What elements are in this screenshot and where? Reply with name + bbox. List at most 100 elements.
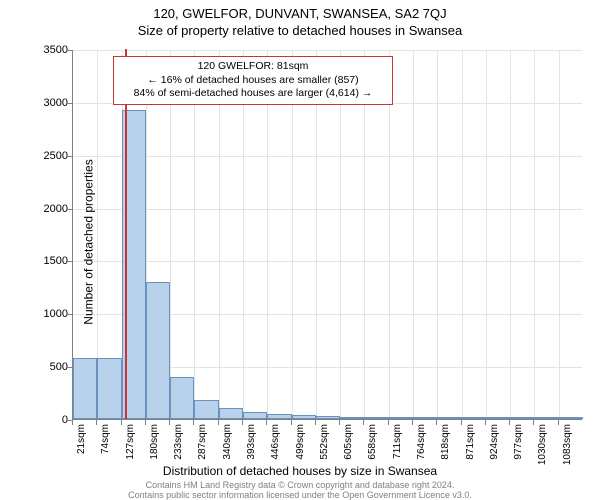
x-tick-mark xyxy=(266,420,267,425)
gridline-vertical xyxy=(170,50,171,419)
histogram-bar xyxy=(170,377,194,419)
y-tick-label: 0 xyxy=(8,414,68,426)
x-tick-label: 340sqm xyxy=(222,424,233,468)
chart-plot-area: 120 GWELFOR: 81sqm← 16% of detached hous… xyxy=(72,50,582,420)
gridline-vertical xyxy=(316,50,317,419)
gridline-horizontal xyxy=(73,261,582,262)
x-tick-mark xyxy=(412,420,413,425)
y-tick-label: 3500 xyxy=(8,44,68,56)
page-subtitle: Size of property relative to detached ho… xyxy=(0,21,600,42)
x-tick-mark xyxy=(461,420,462,425)
gridline-horizontal xyxy=(73,50,582,51)
x-tick-label: 499sqm xyxy=(295,424,306,468)
annotation-line-2: ← 16% of detached houses are smaller (85… xyxy=(120,74,386,88)
x-tick-mark xyxy=(72,420,73,425)
annotation-line-1: 120 GWELFOR: 81sqm xyxy=(120,60,386,74)
histogram-bar xyxy=(462,417,486,419)
gridline-vertical xyxy=(559,50,560,419)
gridline-vertical xyxy=(194,50,195,419)
x-tick-mark xyxy=(558,420,559,425)
x-tick-label: 711sqm xyxy=(392,424,403,468)
y-tick-label: 2500 xyxy=(8,150,68,162)
histogram-bar xyxy=(364,417,388,419)
histogram-bar xyxy=(389,417,413,419)
footer-line-1: Contains HM Land Registry data © Crown c… xyxy=(0,480,600,490)
x-tick-label: 74sqm xyxy=(100,424,111,468)
histogram-bar xyxy=(292,415,316,419)
y-tick-label: 500 xyxy=(8,361,68,373)
histogram-bar xyxy=(73,358,97,419)
annotation-line-3: 84% of semi-detached houses are larger (… xyxy=(120,87,386,101)
histogram-bar xyxy=(413,417,437,419)
gridline-vertical xyxy=(510,50,511,419)
gridline-vertical xyxy=(534,50,535,419)
x-tick-label: 21sqm xyxy=(76,424,87,468)
x-tick-label: 977sqm xyxy=(513,424,524,468)
annotation-box: 120 GWELFOR: 81sqm← 16% of detached hous… xyxy=(113,56,393,105)
histogram-bar xyxy=(316,416,340,419)
x-tick-label: 1030sqm xyxy=(537,424,548,468)
gridline-vertical xyxy=(340,50,341,419)
x-tick-mark xyxy=(242,420,243,425)
histogram-bar xyxy=(146,282,170,419)
histogram-bar xyxy=(510,417,534,419)
x-tick-label: 393sqm xyxy=(246,424,257,468)
y-tick-mark xyxy=(67,314,72,315)
gridline-vertical xyxy=(364,50,365,419)
y-tick-mark xyxy=(67,156,72,157)
x-tick-label: 658sqm xyxy=(367,424,378,468)
gridline-vertical xyxy=(292,50,293,419)
histogram-bar xyxy=(486,417,510,419)
x-tick-mark xyxy=(291,420,292,425)
x-tick-label: 127sqm xyxy=(125,424,136,468)
gridline-vertical xyxy=(389,50,390,419)
x-tick-mark xyxy=(436,420,437,425)
x-tick-label: 233sqm xyxy=(173,424,184,468)
y-tick-label: 1500 xyxy=(8,255,68,267)
histogram-bar xyxy=(97,358,121,419)
histogram-bar xyxy=(243,412,267,419)
x-tick-label: 818sqm xyxy=(440,424,451,468)
x-tick-label: 871sqm xyxy=(465,424,476,468)
y-tick-mark xyxy=(67,50,72,51)
y-tick-label: 2000 xyxy=(8,203,68,215)
y-axis-label: Number of detached properties xyxy=(82,159,96,324)
gridline-vertical xyxy=(219,50,220,419)
x-tick-mark xyxy=(218,420,219,425)
x-tick-mark xyxy=(485,420,486,425)
histogram-bar xyxy=(534,417,558,419)
gridline-vertical xyxy=(486,50,487,419)
y-tick-mark xyxy=(67,103,72,104)
gridline-vertical xyxy=(243,50,244,419)
y-tick-label: 3000 xyxy=(8,97,68,109)
x-tick-mark xyxy=(388,420,389,425)
x-tick-mark xyxy=(145,420,146,425)
x-tick-label: 552sqm xyxy=(319,424,330,468)
histogram-bar xyxy=(437,417,461,419)
histogram-bar xyxy=(267,414,291,419)
x-tick-label: 764sqm xyxy=(416,424,427,468)
x-tick-mark xyxy=(339,420,340,425)
histogram-bar xyxy=(559,417,583,419)
y-tick-mark xyxy=(67,209,72,210)
x-tick-label: 180sqm xyxy=(149,424,160,468)
x-tick-mark xyxy=(169,420,170,425)
gridline-vertical xyxy=(462,50,463,419)
histogram-bar xyxy=(340,417,364,419)
x-tick-mark xyxy=(121,420,122,425)
y-tick-mark xyxy=(67,367,72,368)
x-tick-label: 446sqm xyxy=(270,424,281,468)
y-tick-label: 1000 xyxy=(8,308,68,320)
x-tick-mark xyxy=(363,420,364,425)
x-tick-label: 924sqm xyxy=(489,424,500,468)
gridline-horizontal xyxy=(73,209,582,210)
footer-line-2: Contains public sector information licen… xyxy=(0,490,600,500)
gridline-vertical xyxy=(437,50,438,419)
x-tick-mark xyxy=(509,420,510,425)
x-tick-label: 1083sqm xyxy=(562,424,573,468)
x-tick-mark xyxy=(96,420,97,425)
histogram-bar xyxy=(219,408,243,419)
gridline-vertical xyxy=(267,50,268,419)
x-tick-mark xyxy=(193,420,194,425)
x-tick-mark xyxy=(533,420,534,425)
